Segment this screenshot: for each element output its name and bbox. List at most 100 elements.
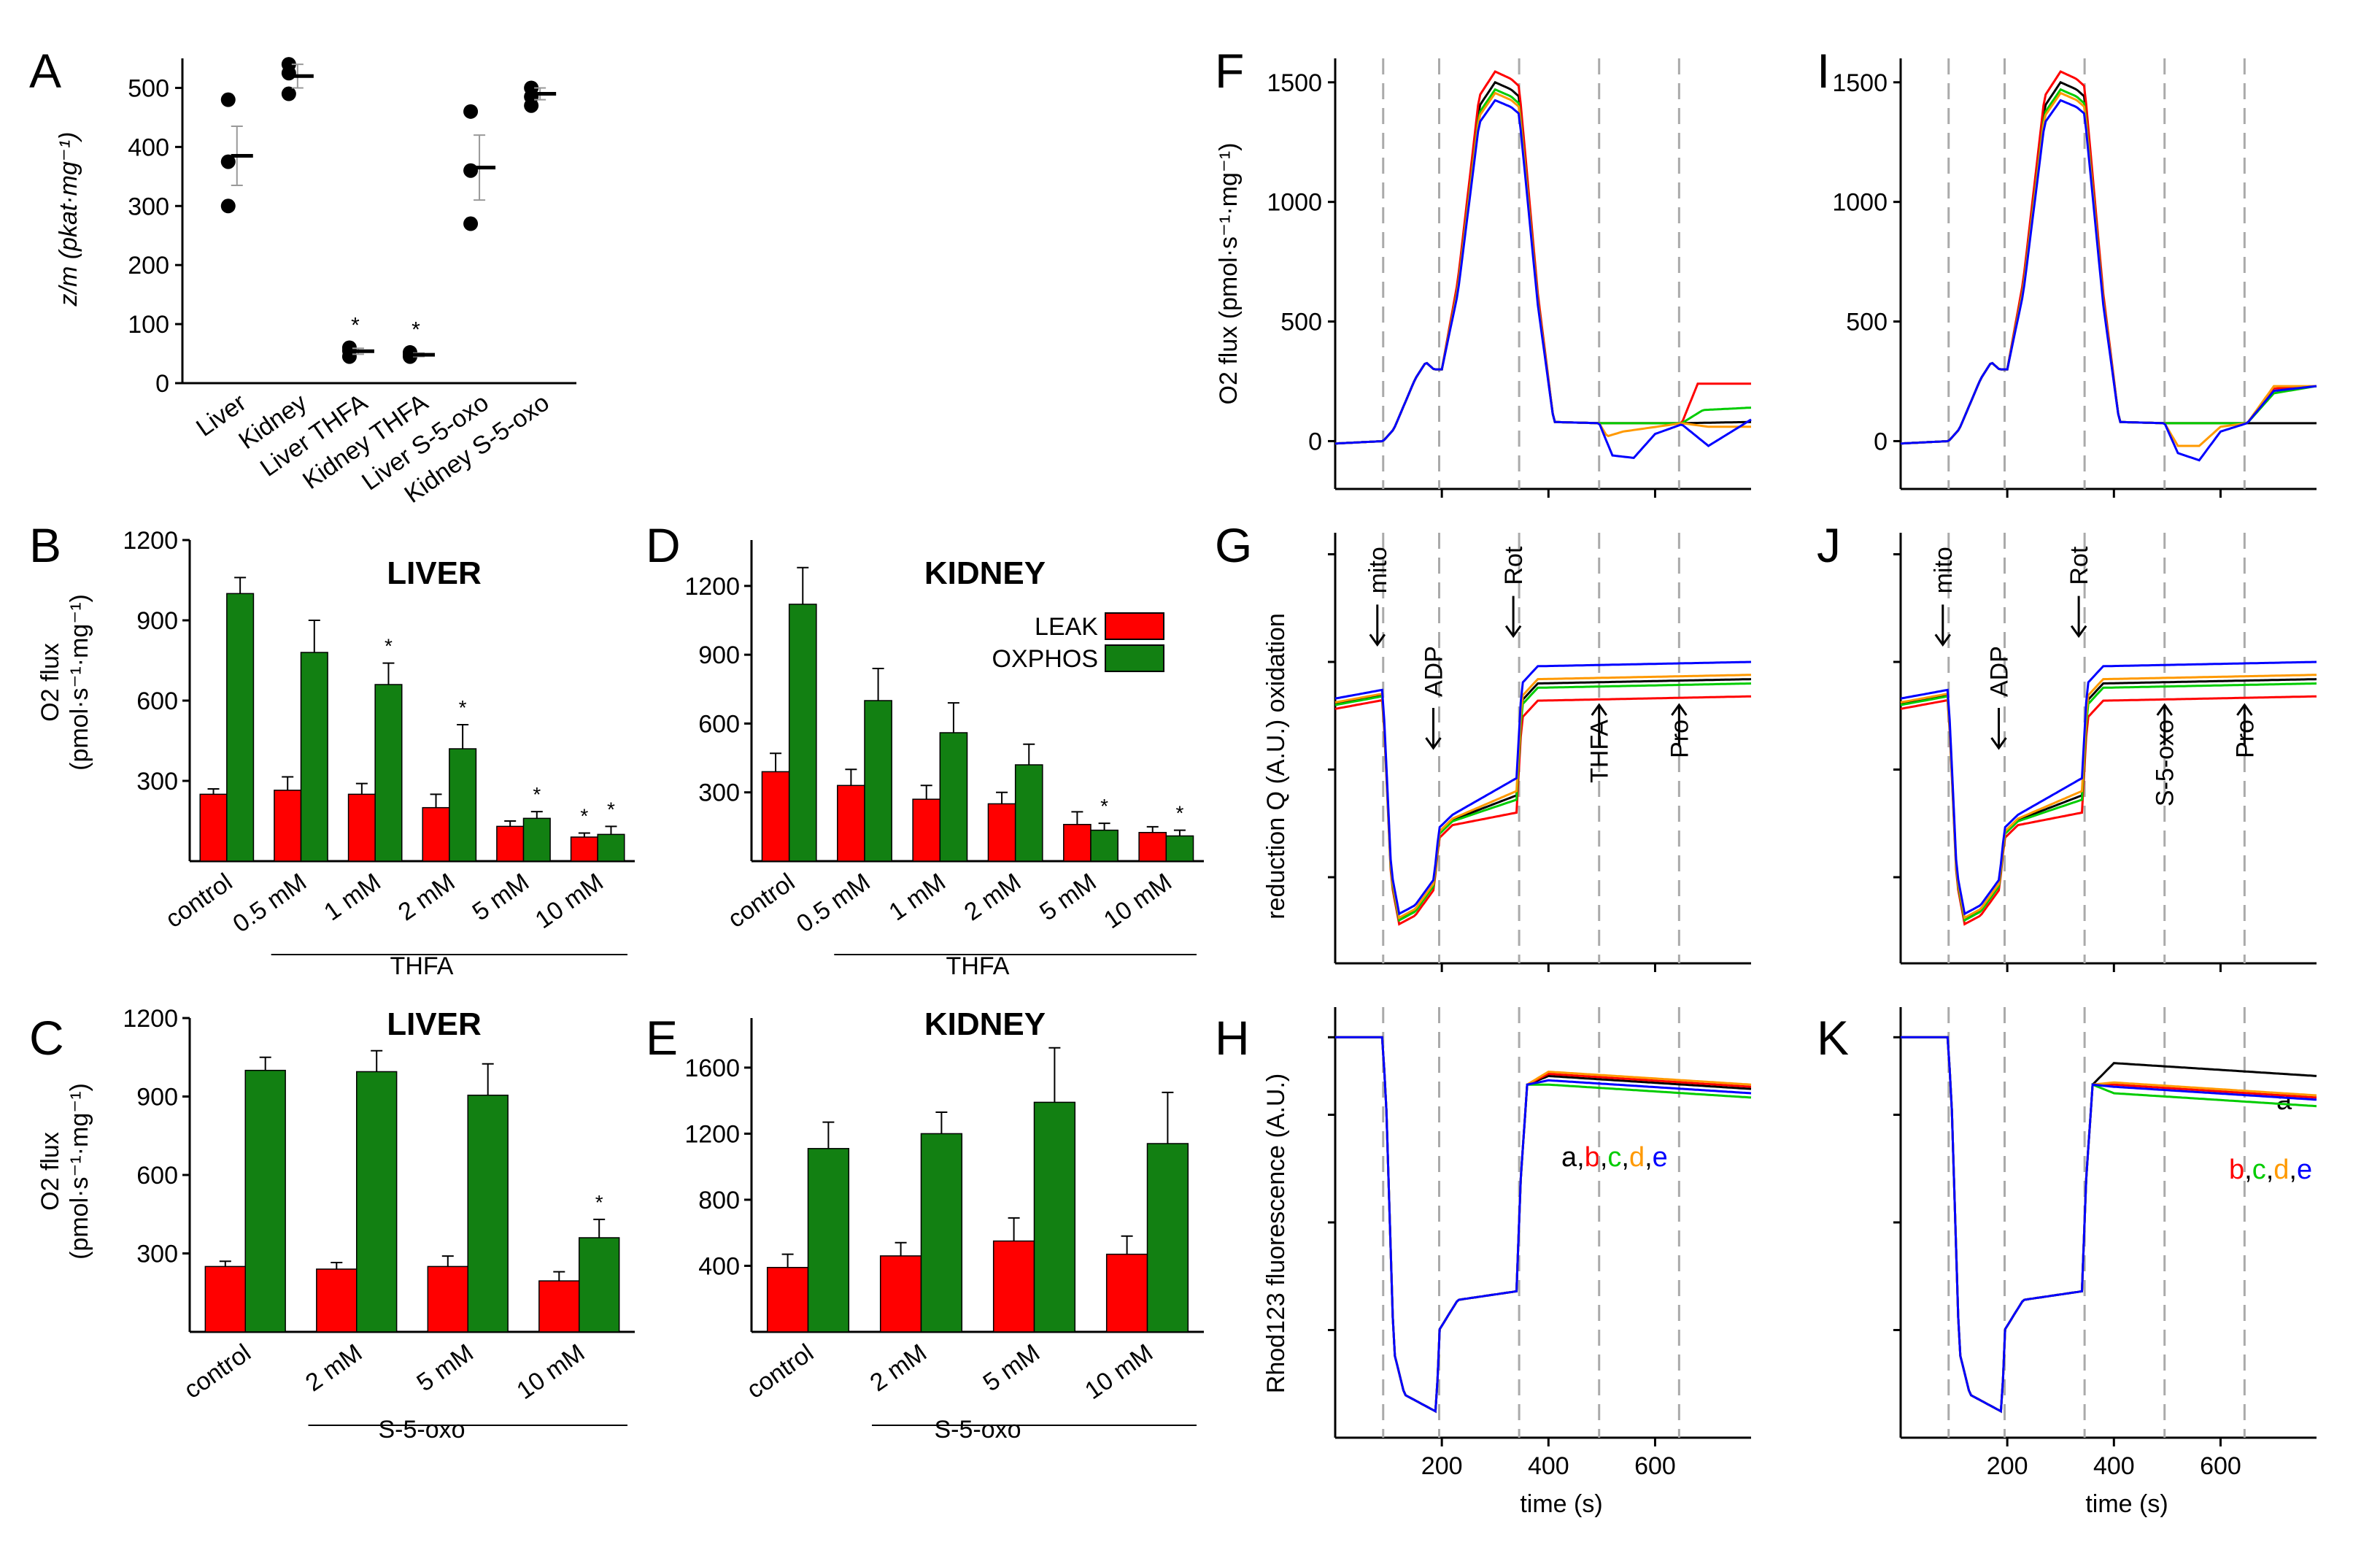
bar-ytick-label: 1200	[123, 527, 178, 555]
bar-oxphos	[244, 1069, 286, 1333]
panel-d-legend: LEAK OXPHOS	[992, 612, 1164, 673]
bar-leak	[316, 1268, 358, 1333]
panel-k-xtick-label: 600	[2200, 1452, 2241, 1480]
panel-g-arrow-label: mito	[1364, 547, 1392, 593]
bar-xtick-label: 5 mM	[978, 1338, 1045, 1397]
panel-g-trace-a	[1334, 678, 1752, 921]
bar-xtick-label: 5 mM	[468, 868, 534, 926]
bar-significance: *	[580, 805, 588, 828]
bar-ytick-label: 600	[136, 1162, 178, 1190]
bar-oxphos	[449, 748, 477, 862]
panel-e-title: KIDNEY	[924, 1006, 1046, 1042]
bar-significance: *	[1100, 795, 1108, 817]
panel-j-arrow-head	[2070, 625, 2087, 639]
bar-oxphos	[1014, 764, 1043, 862]
bar-ytick-label: 1200	[684, 573, 740, 601]
bar-ytick-label: 900	[136, 607, 178, 635]
bar-ytick-label: 600	[136, 687, 178, 715]
panel-i-trace-e	[1900, 99, 2317, 462]
panel-e-group-label: S-5-oxo	[934, 1416, 1021, 1444]
panel-g-trace-e	[1334, 660, 1752, 916]
panel-a-data-point	[463, 104, 479, 119]
bar-leak	[204, 1265, 247, 1333]
panel-a-data-point	[463, 216, 479, 231]
panel-j-trace-a	[1900, 678, 2317, 921]
panel-h-label-d: d	[1629, 1142, 1645, 1173]
panel-a-data-point	[524, 98, 539, 113]
panel-letter-f: F	[1215, 44, 1244, 98]
bar-xtick-label: 2 mM	[301, 1338, 367, 1397]
panel-g-arrow-label: Pro	[1666, 720, 1693, 758]
bar-leak	[1138, 831, 1167, 862]
bar-leak	[1105, 1253, 1148, 1333]
bar-oxphos	[522, 817, 551, 862]
panel-f-ytick-label: 1000	[1267, 189, 1322, 217]
bar-leak	[992, 1240, 1035, 1333]
legend-leak-swatch	[1105, 612, 1164, 640]
panel-i-trace-c	[1900, 88, 2317, 445]
panel-g-arrow-label: ADP	[1421, 646, 1448, 697]
bar-oxphos	[1165, 835, 1194, 862]
bar-leak	[274, 790, 302, 862]
bar-ytick-label: 1600	[684, 1055, 740, 1082]
bar-oxphos	[226, 593, 255, 862]
panel-j-trace-c	[1900, 682, 2317, 922]
panel-h-ylabel: Rhod123 fluorescence (A.U.)	[1262, 1074, 1290, 1393]
panel-d-title: KIDNEY	[924, 555, 1046, 591]
bar-significance: *	[1175, 802, 1183, 825]
bar-xtick-label: 1 mM	[319, 868, 385, 926]
bar-xtick-label: control	[179, 1338, 255, 1404]
bar-xtick-label: 10 mM	[530, 868, 608, 934]
bar-leak	[837, 785, 865, 862]
panel-k-label-d: d	[2273, 1155, 2289, 1185]
bar-leak	[761, 771, 790, 862]
panel-letter-e: E	[646, 1011, 678, 1065]
panel-a-significance: *	[351, 313, 360, 337]
panel-a-ytick-label: 0	[155, 370, 169, 398]
panel-j-arrow-label: S-5-oxo	[2152, 720, 2179, 806]
panel-j-arrow-head	[1934, 633, 1951, 647]
panel-a-data-point	[220, 154, 236, 169]
panel-b-ylabel-1: O2 flux	[36, 643, 64, 722]
bar-ytick-label: 900	[698, 641, 740, 669]
panel-h-label-b: b	[1585, 1142, 1600, 1173]
bar-leak	[422, 806, 450, 862]
bar-ytick-label: 300	[698, 779, 740, 807]
panel-d-bar-chart: D KIDNEY THFA LEAK OXPHOS 300 600 900 1200 c…	[646, 518, 1204, 980]
panel-j-arrow-head	[2236, 703, 2253, 716]
panel-g-trace-b	[1334, 695, 1752, 926]
bar-xtick-label: 2 mM	[959, 868, 1026, 926]
bar-leak	[199, 793, 228, 862]
panel-j-trace-b	[1900, 695, 2317, 926]
panel-d-group-label: THFA	[946, 952, 1010, 980]
panel-k-trace-e	[1901, 1036, 2317, 1414]
panel-letter-k: K	[1817, 1011, 1849, 1065]
panel-j-arrow-head	[1990, 737, 2007, 750]
bar-ytick-label: 1200	[684, 1120, 740, 1148]
bar-xtick-label: 1 mM	[884, 868, 950, 926]
panel-c-bar-chart: C LIVER O2 flux (pmol·s⁻¹·mg⁻¹) S-5-oxo …	[29, 1005, 635, 1444]
panel-f-ytick-label: 1500	[1267, 69, 1322, 97]
panel-a-scatter: A z/m (pkat·mg⁻¹) 0100200300400500LiverK…	[29, 44, 576, 509]
panel-g-arrow-label: Rot	[1500, 546, 1528, 585]
bar-leak	[912, 798, 941, 862]
panel-a-ytick-label: 100	[128, 311, 169, 339]
panel-f-trace-a	[1334, 80, 1752, 445]
panel-j-trace-e	[1900, 660, 2317, 916]
bar-ytick-label: 300	[136, 768, 178, 795]
bar-xtick-label: 0.5 mM	[228, 868, 312, 938]
panel-a-data-point	[463, 163, 479, 178]
panel-a-ylabel: z/m (pkat·mg⁻¹)	[55, 132, 82, 307]
bar-oxphos	[374, 684, 403, 862]
panel-k-label-b: b	[2229, 1155, 2244, 1185]
panel-h-label-a: a	[1561, 1142, 1577, 1173]
bar-oxphos	[807, 1148, 850, 1333]
panel-a-ytick-label: 200	[128, 252, 169, 280]
bar-ytick-label: 900	[136, 1084, 178, 1111]
panel-j-arrow-label: mito	[1930, 547, 1958, 593]
bar-oxphos	[300, 652, 328, 862]
bar-oxphos	[788, 604, 817, 862]
legend-oxphos-label: OXPHOS	[992, 645, 1098, 673]
bar-oxphos	[1090, 829, 1118, 862]
panel-letter-b: B	[29, 518, 61, 572]
